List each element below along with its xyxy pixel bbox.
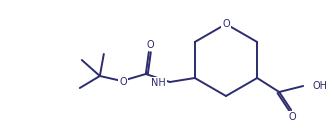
Text: OH: OH (312, 81, 327, 91)
Text: NH: NH (151, 78, 166, 88)
Text: O: O (146, 40, 154, 50)
Text: O: O (222, 19, 230, 29)
Text: O: O (119, 77, 126, 87)
Text: O: O (289, 112, 296, 122)
